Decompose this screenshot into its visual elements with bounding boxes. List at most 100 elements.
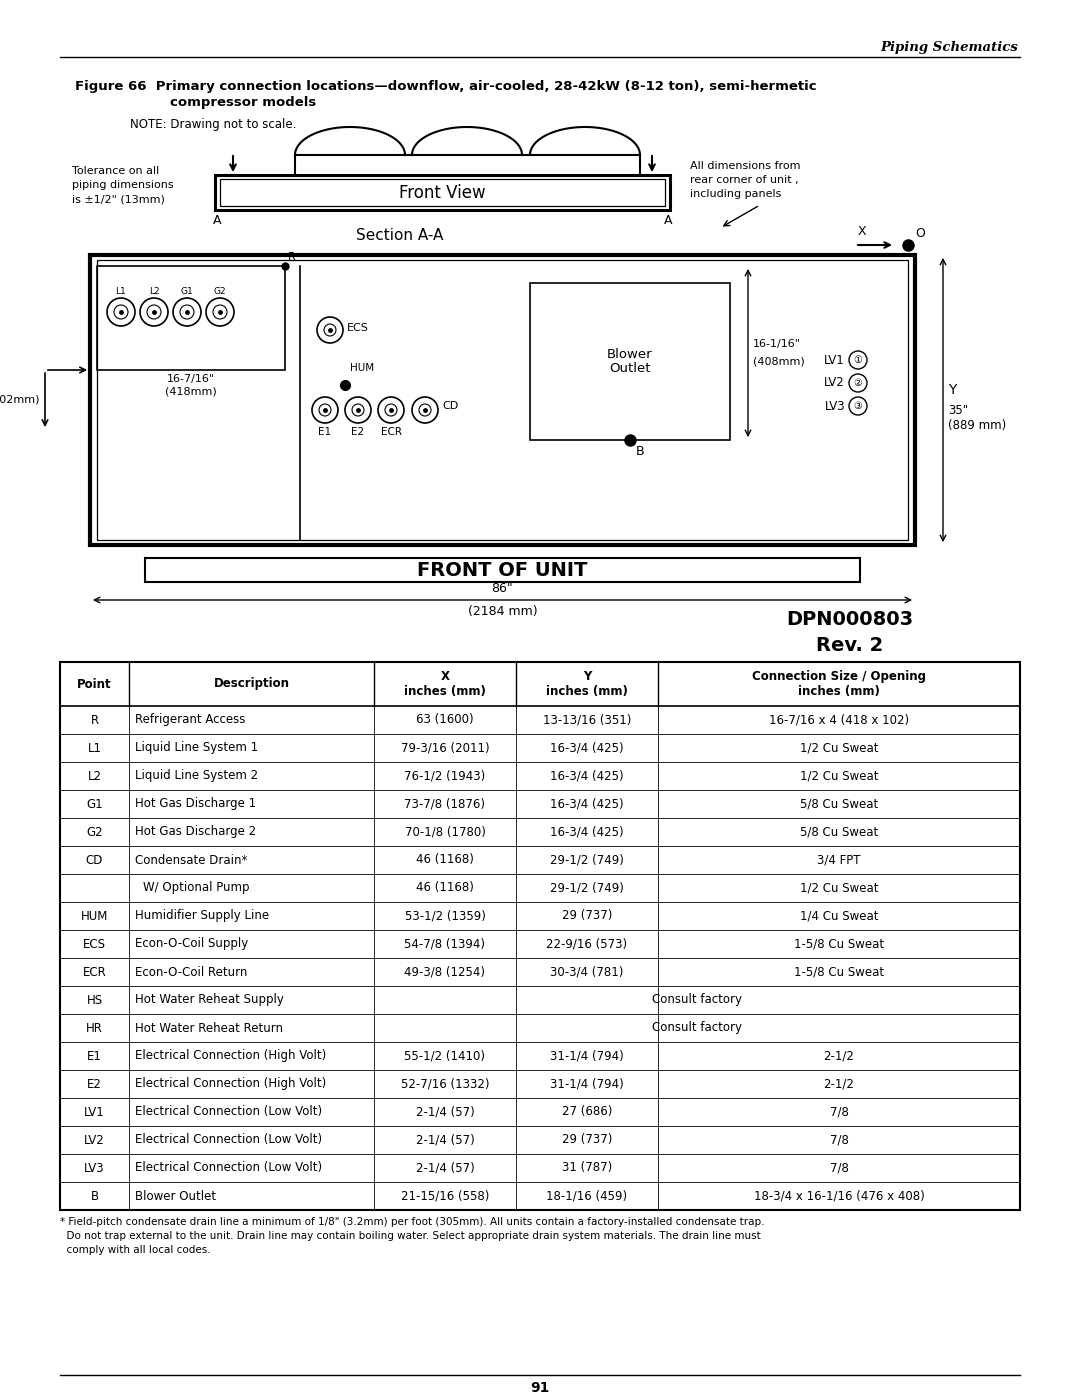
Text: X: X bbox=[858, 225, 866, 237]
Text: Electrical Connection (Low Volt): Electrical Connection (Low Volt) bbox=[135, 1105, 322, 1119]
Text: 73-7/8 (1876): 73-7/8 (1876) bbox=[405, 798, 486, 810]
Text: Consult factory: Consult factory bbox=[652, 993, 742, 1006]
Text: 52-7/16 (1332): 52-7/16 (1332) bbox=[401, 1077, 489, 1091]
Text: 91: 91 bbox=[530, 1382, 550, 1396]
Text: 16-3/4 (425): 16-3/4 (425) bbox=[550, 742, 624, 754]
Text: LV2: LV2 bbox=[84, 1133, 105, 1147]
Text: W/ Optional Pump: W/ Optional Pump bbox=[144, 882, 249, 894]
Text: FRONT OF UNIT: FRONT OF UNIT bbox=[417, 560, 588, 580]
Text: Front View: Front View bbox=[400, 183, 486, 201]
Text: 2-1/4 (57): 2-1/4 (57) bbox=[416, 1133, 474, 1147]
Text: 5/8 Cu Sweat: 5/8 Cu Sweat bbox=[800, 798, 878, 810]
Bar bbox=[97, 265, 285, 370]
Text: 55-1/2 (1410): 55-1/2 (1410) bbox=[405, 1049, 486, 1063]
Text: ①: ① bbox=[853, 355, 862, 365]
Text: Connection Size / Opening
inches (mm): Connection Size / Opening inches (mm) bbox=[752, 671, 926, 698]
Text: 29-1/2 (749): 29-1/2 (749) bbox=[550, 854, 624, 866]
Text: 18-1/16 (459): 18-1/16 (459) bbox=[546, 1189, 627, 1203]
Text: Electrical Connection (High Volt): Electrical Connection (High Volt) bbox=[135, 1077, 326, 1091]
Text: 16-7/16 x 4 (418 x 102): 16-7/16 x 4 (418 x 102) bbox=[769, 714, 909, 726]
Text: Electrical Connection (Low Volt): Electrical Connection (Low Volt) bbox=[135, 1133, 322, 1147]
Text: Piping Schematics: Piping Schematics bbox=[880, 42, 1018, 54]
Text: 4" (102mm): 4" (102mm) bbox=[0, 395, 40, 405]
Text: 70-1/8 (1780): 70-1/8 (1780) bbox=[405, 826, 485, 838]
Text: 7/8: 7/8 bbox=[829, 1161, 849, 1175]
Text: 2-1/4 (57): 2-1/4 (57) bbox=[416, 1105, 474, 1119]
Text: Hot Water Reheat Return: Hot Water Reheat Return bbox=[135, 1021, 283, 1035]
Text: 16-1/16": 16-1/16" bbox=[753, 339, 801, 349]
Text: LV1: LV1 bbox=[84, 1105, 105, 1119]
Text: HUM: HUM bbox=[81, 909, 108, 922]
Text: Econ-O-Coil Supply: Econ-O-Coil Supply bbox=[135, 937, 248, 950]
Text: (408mm): (408mm) bbox=[753, 358, 805, 367]
Text: 53-1/2 (1359): 53-1/2 (1359) bbox=[405, 909, 485, 922]
Text: Liquid Line System 1: Liquid Line System 1 bbox=[135, 742, 258, 754]
Text: 22-9/16 (573): 22-9/16 (573) bbox=[546, 937, 627, 950]
Text: compressor models: compressor models bbox=[170, 96, 316, 109]
Text: Blower
Outlet: Blower Outlet bbox=[607, 348, 652, 376]
Text: Hot Gas Discharge 1: Hot Gas Discharge 1 bbox=[135, 798, 256, 810]
Text: ECR: ECR bbox=[83, 965, 107, 978]
Text: 2-1/4 (57): 2-1/4 (57) bbox=[416, 1161, 474, 1175]
Text: 49-3/8 (1254): 49-3/8 (1254) bbox=[405, 965, 486, 978]
Text: L1: L1 bbox=[116, 286, 126, 296]
Text: (889 mm): (889 mm) bbox=[948, 419, 1007, 433]
Text: 30-3/4 (781): 30-3/4 (781) bbox=[551, 965, 624, 978]
Text: 16-3/4 (425): 16-3/4 (425) bbox=[550, 826, 624, 838]
Text: G2: G2 bbox=[86, 826, 103, 838]
Text: Description: Description bbox=[214, 678, 289, 690]
Text: (2184 mm): (2184 mm) bbox=[468, 605, 538, 617]
Text: Humidifier Supply Line: Humidifier Supply Line bbox=[135, 909, 269, 922]
Text: L2: L2 bbox=[149, 286, 160, 296]
Text: 1-5/8 Cu Sweat: 1-5/8 Cu Sweat bbox=[794, 965, 885, 978]
Text: 29 (737): 29 (737) bbox=[562, 909, 612, 922]
Text: ECS: ECS bbox=[347, 323, 369, 332]
Text: DPN000803: DPN000803 bbox=[786, 610, 914, 629]
Text: Rev. 2: Rev. 2 bbox=[816, 636, 883, 655]
Text: 86": 86" bbox=[491, 583, 513, 595]
Text: Condensate Drain*: Condensate Drain* bbox=[135, 854, 247, 866]
Text: 31 (787): 31 (787) bbox=[562, 1161, 612, 1175]
Text: 16-3/4 (425): 16-3/4 (425) bbox=[550, 770, 624, 782]
Text: ECS: ECS bbox=[83, 937, 106, 950]
Text: HS: HS bbox=[86, 993, 103, 1006]
Text: HR: HR bbox=[86, 1021, 103, 1035]
Text: B: B bbox=[91, 1189, 98, 1203]
Text: LV1: LV1 bbox=[824, 353, 845, 366]
Text: Refrigerant Access: Refrigerant Access bbox=[135, 714, 245, 726]
Text: CD: CD bbox=[442, 401, 458, 411]
Text: Y: Y bbox=[948, 383, 957, 397]
Text: G2: G2 bbox=[214, 286, 227, 296]
Text: E1: E1 bbox=[87, 1049, 102, 1063]
Text: Electrical Connection (Low Volt): Electrical Connection (Low Volt) bbox=[135, 1161, 322, 1175]
Bar bbox=[60, 662, 1020, 1210]
Text: HUM: HUM bbox=[350, 363, 374, 373]
Text: 18-3/4 x 16-1/16 (476 x 408): 18-3/4 x 16-1/16 (476 x 408) bbox=[754, 1189, 924, 1203]
Text: R: R bbox=[288, 251, 296, 264]
Text: L1: L1 bbox=[87, 742, 102, 754]
Text: 31-1/4 (794): 31-1/4 (794) bbox=[550, 1077, 624, 1091]
Text: LV3: LV3 bbox=[824, 400, 845, 412]
Text: Tolerance on all
piping dimensions
is ±1/2" (13mm): Tolerance on all piping dimensions is ±1… bbox=[72, 166, 174, 204]
Text: (418mm): (418mm) bbox=[165, 386, 217, 395]
Text: 54-7/8 (1394): 54-7/8 (1394) bbox=[405, 937, 486, 950]
Text: ③: ③ bbox=[853, 401, 862, 411]
Text: 29 (737): 29 (737) bbox=[562, 1133, 612, 1147]
Text: 3/4 FPT: 3/4 FPT bbox=[818, 854, 861, 866]
Text: 63 (1600): 63 (1600) bbox=[416, 714, 474, 726]
Text: Y
inches (mm): Y inches (mm) bbox=[546, 671, 627, 698]
Text: O: O bbox=[915, 226, 924, 240]
Text: 2-1/2: 2-1/2 bbox=[824, 1077, 854, 1091]
Text: Blower Outlet: Blower Outlet bbox=[135, 1189, 216, 1203]
Text: A: A bbox=[213, 214, 221, 226]
Text: B: B bbox=[636, 446, 645, 458]
Text: LV3: LV3 bbox=[84, 1161, 105, 1175]
Text: A: A bbox=[664, 214, 672, 226]
Text: * Field-pitch condensate drain line a minimum of 1/8" (3.2mm) per foot (305mm). : * Field-pitch condensate drain line a mi… bbox=[60, 1217, 765, 1227]
Text: Econ-O-Coil Return: Econ-O-Coil Return bbox=[135, 965, 247, 978]
Text: LV2: LV2 bbox=[824, 377, 845, 390]
Text: E1: E1 bbox=[319, 427, 332, 437]
Text: Hot Water Reheat Supply: Hot Water Reheat Supply bbox=[135, 993, 284, 1006]
Text: 1/4 Cu Sweat: 1/4 Cu Sweat bbox=[800, 909, 878, 922]
Text: CD: CD bbox=[86, 854, 104, 866]
